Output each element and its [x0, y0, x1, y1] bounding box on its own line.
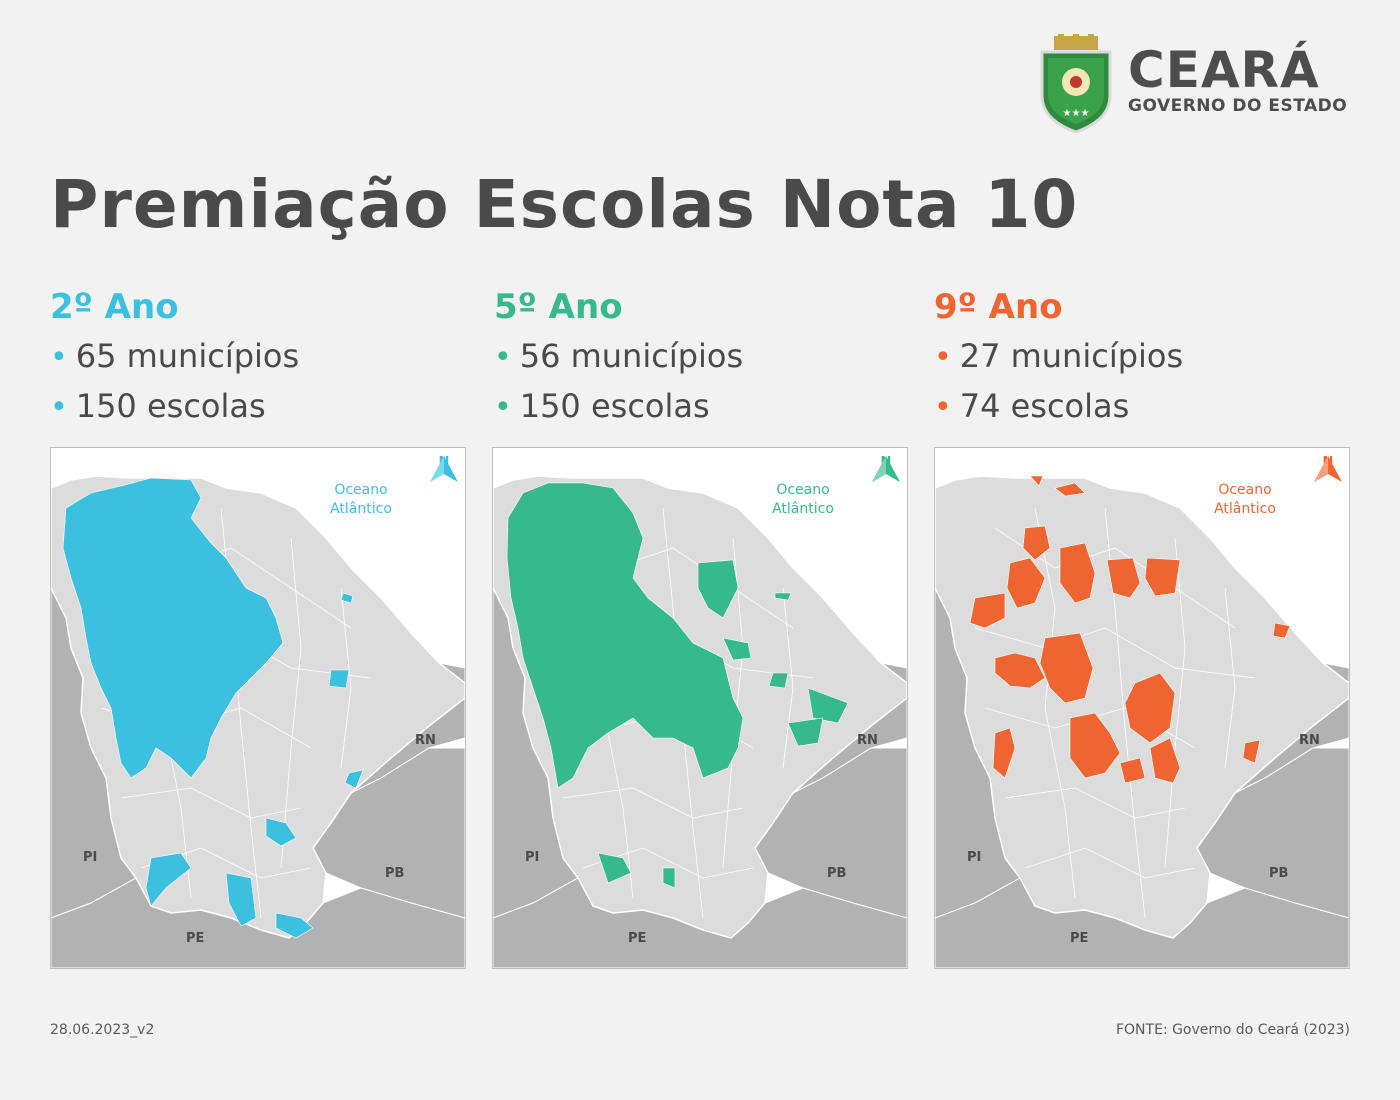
footer-source: FONTE: Governo do Ceará (2023) [1115, 1022, 1350, 1038]
brand-name: CEARÁ [1128, 41, 1320, 99]
svg-text:★★★: ★★★ [1063, 108, 1090, 119]
state-label-pi: PI [967, 850, 982, 865]
state-label-rn: RN [1299, 733, 1320, 748]
highlighted-municipality [787, 717, 824, 747]
highlighted-municipality [344, 769, 364, 789]
footer-date: 28.06.2023_v2 [50, 1022, 155, 1038]
state-label-pi: PI [525, 850, 540, 865]
highlighted-municipality [1054, 482, 1086, 497]
highlighted-municipality [1006, 557, 1046, 609]
escolas-count: 74 escolas [959, 387, 1130, 425]
panel-5ano-summary: 5º Ano • 56 municípios • 150 escolas [494, 282, 910, 432]
highlighted-municipality [807, 687, 849, 724]
ocean-label: Oceano Atlântico [772, 482, 834, 517]
highlighted-municipality [1106, 557, 1141, 599]
highlighted-municipality [1144, 557, 1181, 597]
brand-subtitle: GOVERNO DO ESTADO [1128, 96, 1348, 116]
highlighted-municipality [506, 482, 744, 789]
highlighted-municipality [1039, 632, 1094, 704]
highlighted-municipality [722, 637, 752, 661]
highlighted-municipality [340, 592, 354, 604]
highlighted-municipality [275, 912, 314, 939]
escolas-count: 150 escolas [75, 387, 266, 425]
escolas-count: 150 escolas [519, 387, 710, 425]
list-item: • 27 municípios [934, 337, 1184, 375]
highlighted-municipality [969, 592, 1006, 629]
highlighted-municipality [662, 867, 676, 889]
state-label-pi: PI [83, 850, 98, 865]
coat-of-arms-icon: ★★★ [1040, 34, 1112, 134]
highlighted-municipality [994, 652, 1046, 689]
highlighted-municipality [1242, 739, 1261, 764]
municipios-count: 65 municípios [75, 337, 300, 375]
highlighted-municipality [328, 669, 350, 689]
highlighted-municipality [768, 672, 789, 689]
panel-2ano-summary: 2º Ano • 65 municípios • 150 escolas [50, 282, 466, 432]
municipios-count: 56 municípios [519, 337, 744, 375]
state-label-rn: RN [415, 733, 436, 748]
panel-heading: 9º Ano [934, 287, 1063, 327]
state-label-pb: PB [385, 866, 405, 881]
highlighted-municipality [774, 592, 792, 601]
list-item: • 56 municípios [494, 337, 744, 375]
north-arrow-icon: N [1313, 456, 1343, 482]
highlighted-municipality [225, 872, 257, 927]
highlighted-municipality [1069, 712, 1121, 779]
ceara-logo: ★★★ CEARÁ GOVERNO DO ESTADO [1036, 34, 1356, 134]
list-item: • 74 escolas [934, 387, 1130, 425]
state-label-pb: PB [1269, 866, 1289, 881]
ocean-label: Oceano Atlântico [1214, 482, 1276, 517]
north-arrow-icon: N [871, 456, 901, 482]
panel-9ano-summary: 9º Ano • 27 municípios • 74 escolas [934, 282, 1350, 432]
state-label-pb: PB [827, 866, 847, 881]
panel-heading: 5º Ano [494, 287, 623, 327]
highlighted-municipality [597, 852, 632, 884]
highlighted-municipality [992, 727, 1016, 779]
highlighted-municipality [1059, 542, 1096, 604]
highlighted-municipality [1029, 475, 1044, 487]
highlighted-municipality [1124, 672, 1176, 744]
highlighted-municipality [1022, 525, 1051, 561]
state-label-pe: PE [186, 931, 205, 946]
list-item: • 150 escolas [50, 387, 266, 425]
ocean-label: Oceano Atlântico [330, 482, 392, 517]
panel-heading: 2º Ano [50, 287, 179, 327]
highlighted-municipality [697, 559, 739, 619]
state-label-pe: PE [1070, 931, 1089, 946]
municipios-count: 27 municípios [959, 337, 1184, 375]
highlighted-municipality [1119, 757, 1146, 784]
state-label-pe: PE [628, 931, 647, 946]
highlighted-municipality [1272, 622, 1291, 639]
state-label-rn: RN [857, 733, 878, 748]
page-title: Premiação Escolas Nota 10 [50, 166, 1079, 243]
list-item: • 65 municípios [50, 337, 300, 375]
list-item: • 150 escolas [494, 387, 710, 425]
highlighted-municipality [265, 817, 297, 847]
north-arrow-icon: N [429, 456, 459, 482]
highlighted-municipality [145, 852, 192, 907]
highlighted-municipality [1149, 737, 1181, 784]
highlighted-municipality [62, 477, 284, 779]
